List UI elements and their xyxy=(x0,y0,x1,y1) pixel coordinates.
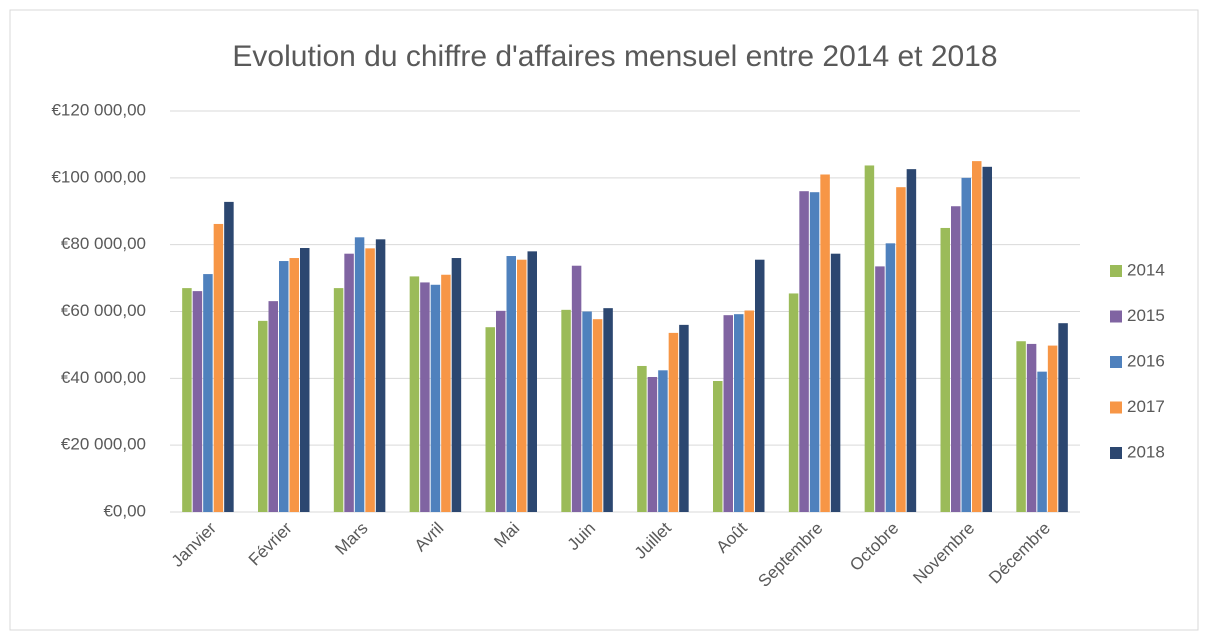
bar xyxy=(561,309,571,512)
bar xyxy=(637,365,647,512)
bar xyxy=(571,265,582,512)
bar xyxy=(809,192,820,512)
bar xyxy=(582,311,592,512)
bar xyxy=(365,248,375,512)
y-tick-label: €20 000,00 xyxy=(61,435,146,454)
bar xyxy=(420,282,430,512)
bar xyxy=(1037,371,1047,512)
bar xyxy=(658,370,668,512)
y-tick-label: €60 000,00 xyxy=(61,301,146,320)
bar xyxy=(375,239,386,512)
bar xyxy=(527,251,537,512)
bar xyxy=(885,243,896,512)
bar xyxy=(896,187,906,512)
bar xyxy=(679,324,689,512)
legend-swatch xyxy=(1110,356,1122,368)
legend-swatch xyxy=(1110,265,1122,277)
bar xyxy=(603,308,613,512)
bar xyxy=(279,261,289,512)
bar xyxy=(354,237,365,512)
bar xyxy=(517,259,527,512)
bar xyxy=(289,258,299,512)
legend-swatch xyxy=(1110,447,1122,459)
bar xyxy=(972,161,982,512)
legend-label: 2014 xyxy=(1127,260,1165,279)
legend-label: 2018 xyxy=(1127,442,1165,461)
bar xyxy=(344,253,354,513)
bar xyxy=(647,376,658,512)
y-tick-label: €0,00 xyxy=(103,501,146,520)
bar xyxy=(268,301,278,512)
bar xyxy=(830,253,841,513)
bar xyxy=(506,256,516,512)
bar xyxy=(820,174,830,512)
bar xyxy=(875,266,885,512)
y-tick-label: €40 000,00 xyxy=(61,368,146,387)
bar xyxy=(788,293,799,512)
bar xyxy=(668,332,679,512)
bar xyxy=(213,223,224,512)
bar xyxy=(1016,341,1026,512)
bar xyxy=(734,314,744,512)
legend-label: 2015 xyxy=(1127,306,1165,325)
bar xyxy=(799,191,809,512)
bar xyxy=(713,381,723,512)
bar xyxy=(723,315,733,512)
bar xyxy=(744,310,754,512)
bar xyxy=(951,206,961,513)
bar xyxy=(592,319,603,512)
bar xyxy=(906,169,917,512)
bar xyxy=(224,201,234,513)
bar xyxy=(451,258,462,512)
y-tick-label: €100 000,00 xyxy=(51,167,146,186)
bar xyxy=(203,274,213,512)
bar xyxy=(300,248,310,512)
bar xyxy=(961,177,971,513)
bar xyxy=(258,320,268,512)
bar xyxy=(441,274,451,512)
legend-swatch xyxy=(1110,310,1122,323)
bar xyxy=(755,259,765,512)
bar xyxy=(864,165,875,512)
bar xyxy=(1026,343,1037,512)
chart-title: Evolution du chiffre d'affaires mensuel … xyxy=(232,40,997,73)
bar xyxy=(485,327,495,512)
bar xyxy=(430,284,441,512)
bar xyxy=(496,310,506,512)
bar xyxy=(192,291,203,512)
bar xyxy=(409,276,420,512)
legend-label: 2016 xyxy=(1127,351,1165,370)
bar xyxy=(940,227,950,513)
bar xyxy=(982,166,992,512)
legend-swatch xyxy=(1110,401,1122,414)
y-tick-label: €80 000,00 xyxy=(61,234,146,253)
bar xyxy=(333,288,344,512)
y-tick-label: €120 000,00 xyxy=(51,100,146,119)
bar xyxy=(1058,323,1068,512)
bar xyxy=(182,288,192,512)
bar xyxy=(1047,345,1058,512)
legend-label: 2017 xyxy=(1127,397,1165,416)
